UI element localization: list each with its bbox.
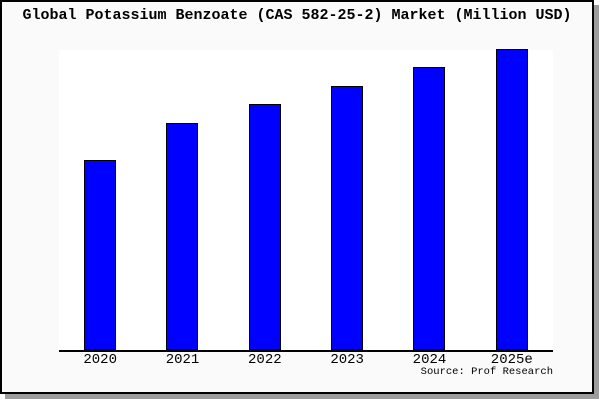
bar-slot-2022: [224, 50, 306, 350]
bar-2023: [331, 85, 364, 350]
bar-2024: [413, 67, 446, 350]
bar-2020: [84, 160, 117, 350]
bar-2021: [166, 123, 199, 350]
x-tick-label-2025e: 2025e: [490, 352, 533, 368]
bars-container: [59, 48, 553, 350]
x-tick-label-2024: 2024: [412, 352, 447, 368]
x-tick-label-2020: 2020: [83, 352, 117, 368]
bar-slot-2024: [388, 50, 470, 350]
x-tick-label-2023: 2023: [330, 352, 364, 368]
bar-slot-2023: [306, 50, 388, 350]
bar-slot-2021: [141, 50, 223, 350]
chart-title: Global Potassium Benzoate (CAS 582-25-2)…: [22, 7, 572, 24]
bar-slot-2020: [59, 50, 141, 350]
bar-2022: [248, 104, 281, 350]
x-tick-label-2022: 2022: [248, 352, 282, 368]
bar-slot-2025e: [471, 48, 553, 350]
x-axis-labels: 2020 2021 2022 2023 2024 2025e: [59, 353, 553, 368]
x-tick-label-2021: 2021: [165, 352, 200, 368]
plot-area: [59, 48, 553, 352]
source-note: Source: Prof Research: [420, 366, 553, 378]
bar-2025e: [495, 48, 528, 350]
